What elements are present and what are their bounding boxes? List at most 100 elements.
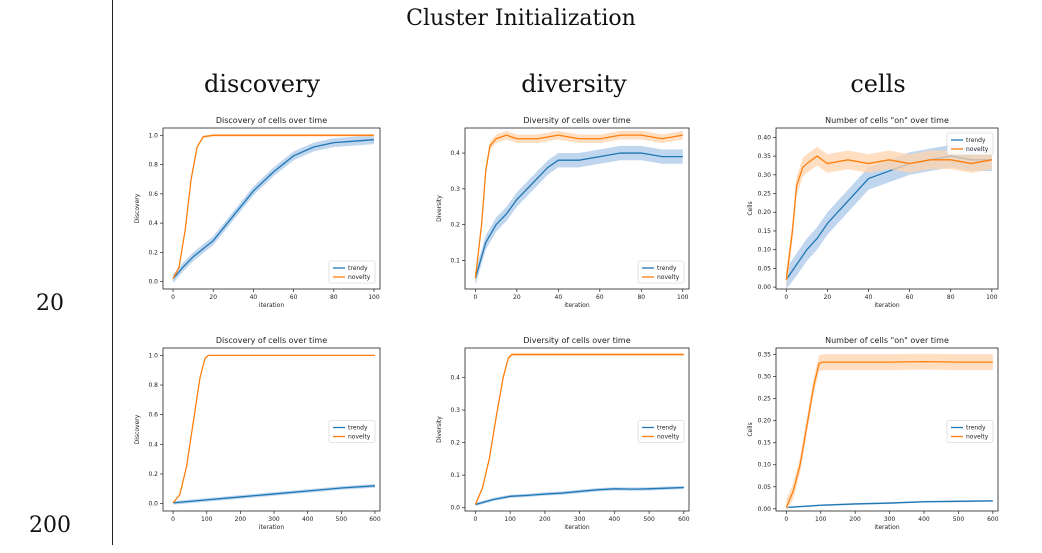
x-axis-label: iteration (259, 302, 285, 309)
legend-label-novelty: novelty (966, 434, 989, 441)
x-tick-label: 400 (609, 516, 621, 523)
y-tick-label: 0.4 (450, 374, 460, 381)
plot-frame (775, 127, 999, 290)
legend: trendy novelty (637, 260, 685, 284)
y-tick-label: 1.0 (148, 132, 158, 139)
y-tick-label: 0.6 (148, 412, 158, 419)
chart-panel-1: Discovery of cells over time 0 20 40 60 80 100… (134, 116, 381, 309)
x-tick-label: 100 (201, 516, 213, 523)
plot-frame (775, 347, 999, 512)
y-tick-label: 0.10 (758, 462, 772, 469)
y-tick-label: 0.20 (758, 418, 772, 425)
x-tick-label: 0 (171, 516, 175, 523)
x-tick-label: 0 (474, 516, 478, 523)
row-label-20: 20 (36, 291, 64, 316)
y-tick-label: 0.10 (758, 247, 772, 254)
x-tick-label: 20 (209, 294, 217, 301)
y-tick-label: 0.00 (758, 506, 772, 513)
x-tick-label: 500 (643, 516, 655, 523)
x-tick-label: 60 (596, 294, 604, 301)
x-tick-label: 500 (336, 516, 348, 523)
y-axis-label: Diversity (436, 416, 443, 443)
column-heading-cells: cells (850, 70, 906, 98)
y-tick-label: 0.1 (450, 257, 460, 264)
legend-label-novelty: novelty (348, 434, 371, 441)
y-tick-label: 0.40 (758, 134, 772, 141)
legend: trendy novelty (946, 420, 994, 443)
legend-label-novelty: novelty (657, 434, 680, 441)
y-tick-label: 0.1 (450, 472, 460, 479)
y-tick-label: 0.6 (148, 191, 158, 198)
x-tick-label: 60 (290, 294, 298, 301)
legend: trendy novelty (328, 260, 376, 284)
x-tick-label: 20 (513, 294, 521, 301)
y-tick-label: 0.20 (758, 209, 772, 216)
x-tick-label: 400 (302, 516, 314, 523)
x-tick-label: 0 (784, 294, 788, 301)
series-line-novelty (172, 134, 374, 280)
series-band-novelty (173, 134, 374, 280)
y-tick-label: 0.30 (758, 374, 772, 381)
plot-frame (464, 347, 690, 512)
x-tick-label: 100 (815, 516, 827, 523)
series-line-novelty (785, 155, 992, 280)
x-tick-label: 0 (473, 294, 477, 301)
y-tick-label: 0.00 (758, 284, 772, 291)
y-tick-label: 0.4 (148, 441, 158, 448)
y-axis-label: Diversity (436, 195, 443, 222)
x-axis-label: iteration (874, 302, 900, 309)
y-tick-label: 1.0 (148, 352, 158, 359)
y-tick-label: 0.0 (450, 505, 460, 512)
y-tick-label: 0.4 (450, 150, 460, 157)
y-tick-label: 0.25 (758, 396, 772, 403)
chart-panel-6: Number of cells "on" over time 0 100 200 300… (747, 336, 999, 531)
column-heading-discovery: discovery (203, 70, 321, 98)
chart-title: Number of cells "on" over time (825, 336, 949, 345)
series-line-novelty (172, 354, 375, 504)
y-tick-label: 0.05 (758, 265, 772, 272)
legend: trendy novelty (637, 420, 685, 443)
x-tick-label: 0 (784, 516, 788, 523)
series-line-novelty (785, 361, 993, 508)
y-tick-label: 0.3 (450, 407, 460, 414)
x-axis-label: iteration (564, 302, 590, 309)
plot-frame (162, 127, 381, 290)
y-axis-label: Cells (747, 422, 754, 436)
legend: trendy novelty (328, 420, 376, 443)
chart-panel-5: Diversity of cells over time 0 100 200 300 40… (436, 336, 690, 531)
x-tick-label: 40 (555, 294, 563, 301)
y-tick-label: 0.2 (450, 440, 460, 447)
legend-label-trendy: trendy (348, 425, 368, 432)
x-tick-label: 60 (906, 294, 914, 301)
x-tick-label: 20 (824, 294, 832, 301)
y-tick-label: 0.05 (758, 484, 772, 491)
series-band-trendy (475, 145, 683, 286)
series-band-novelty (786, 146, 992, 289)
y-axis-label: Discovery (134, 414, 141, 444)
x-tick-label: 40 (250, 294, 258, 301)
x-tick-label: 600 (987, 516, 999, 523)
x-tick-label: 300 (574, 516, 586, 523)
plot-frame (464, 127, 690, 290)
y-tick-label: 0.15 (758, 440, 772, 447)
x-axis-label: iteration (564, 524, 590, 531)
chart-panel-3: Number of cells "on" over time 0 20 40 60 80 1… (747, 116, 999, 309)
y-tick-label: 0.2 (450, 222, 460, 229)
x-tick-label: 200 (235, 516, 247, 523)
x-tick-label: 400 (918, 516, 930, 523)
series-line-trendy (172, 139, 375, 280)
y-tick-label: 0.3 (450, 186, 460, 193)
x-axis-label: iteration (259, 524, 285, 531)
y-tick-label: 0.35 (758, 153, 772, 160)
row-label-200: 200 (29, 513, 71, 538)
y-tick-label: 0.30 (758, 172, 772, 179)
chart-title: Discovery of cells over time (216, 116, 327, 125)
y-tick-label: 0.0 (148, 279, 158, 286)
series-line-novelty (474, 134, 683, 279)
x-tick-label: 100 (368, 294, 380, 301)
legend-label-trendy: trendy (657, 265, 677, 272)
x-tick-label: 500 (953, 516, 965, 523)
x-tick-label: 100 (986, 294, 998, 301)
y-axis-label: Cells (747, 201, 754, 215)
